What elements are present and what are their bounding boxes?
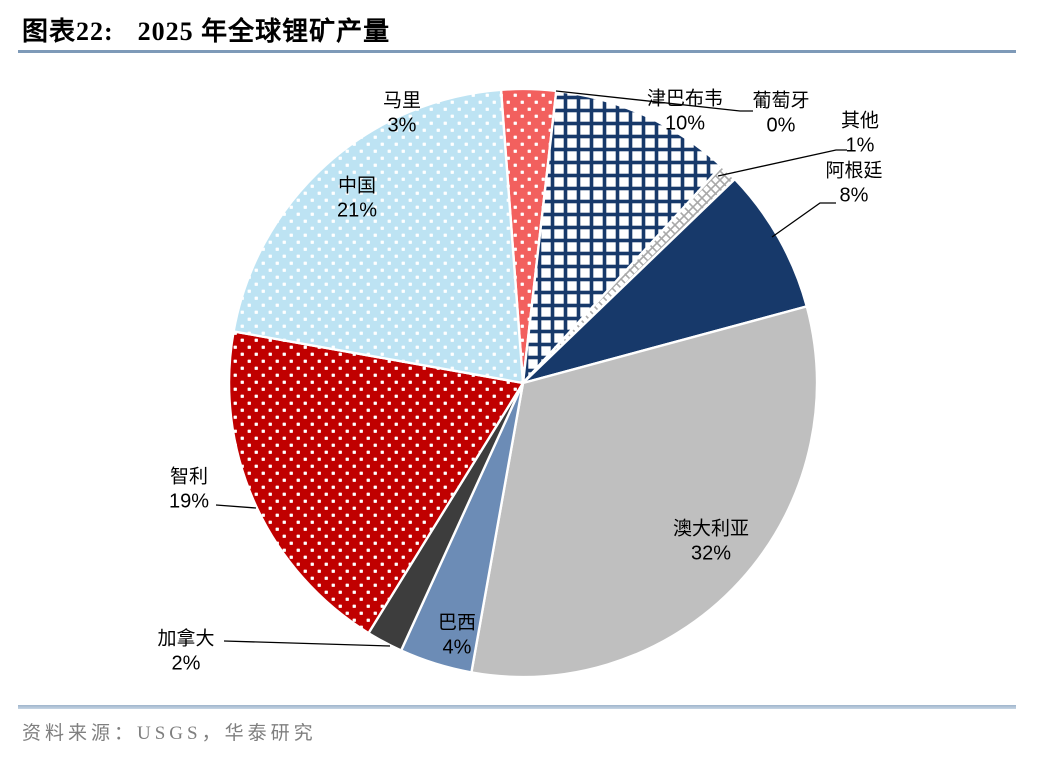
leader-line-argentina [771,202,836,238]
figure-number: 图表22: [22,17,114,46]
footer-divider [18,705,1016,709]
figure-name: 2025 年全球锂矿产量 [137,17,391,46]
pie-slice-australia [470,305,819,679]
leader-line-others [717,149,847,177]
pie-slice-china [232,88,525,385]
pie-slice-argentina [521,177,808,385]
source-note: 资料来源：USGS，华泰研究 [22,723,317,744]
leader-line-canada [223,640,391,647]
figure-title: 图表22: 2025 年全球锂矿产量 [22,11,390,48]
title-underline [18,50,1016,53]
leader-line-chile [215,504,257,509]
pie-slice-chile [227,330,525,635]
leader-line-portugal [555,90,753,112]
